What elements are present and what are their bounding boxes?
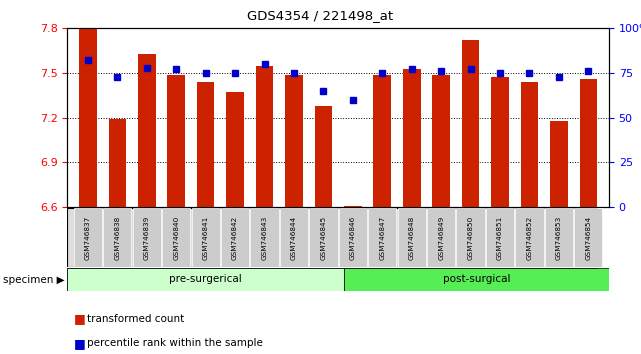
Bar	[138, 54, 156, 207]
Bar	[133, 209, 161, 267]
Bar	[309, 209, 338, 267]
Text: GSM746842: GSM746842	[232, 215, 238, 260]
Bar	[574, 209, 603, 267]
Text: GSM746841: GSM746841	[203, 215, 209, 260]
Bar	[103, 209, 131, 267]
Text: specimen ▶: specimen ▶	[3, 275, 65, 285]
Text: GSM746851: GSM746851	[497, 215, 503, 260]
Text: GDS4354 / 221498_at: GDS4354 / 221498_at	[247, 9, 394, 22]
Text: GSM746845: GSM746845	[320, 215, 326, 260]
Text: GSM746848: GSM746848	[409, 215, 415, 260]
Bar	[462, 40, 479, 207]
Bar	[79, 28, 97, 207]
Bar	[486, 209, 514, 267]
Text: pre-surgerical: pre-surgerical	[169, 274, 242, 285]
Text: GSM746847: GSM746847	[379, 215, 385, 260]
Text: GSM746843: GSM746843	[262, 215, 267, 260]
Bar	[167, 74, 185, 207]
Text: GSM746853: GSM746853	[556, 215, 562, 260]
Text: GSM746852: GSM746852	[526, 215, 533, 260]
Bar	[108, 119, 126, 207]
Bar	[251, 209, 279, 267]
Bar	[550, 121, 568, 207]
Bar	[256, 65, 273, 207]
Bar	[491, 78, 509, 207]
Bar	[221, 209, 249, 267]
Bar	[226, 92, 244, 207]
Text: GSM746837: GSM746837	[85, 215, 91, 260]
Bar	[368, 209, 396, 267]
Text: GSM746850: GSM746850	[467, 215, 474, 260]
Bar	[374, 74, 391, 207]
Text: GSM746840: GSM746840	[173, 215, 179, 260]
Text: post-surgical: post-surgical	[443, 274, 510, 285]
Text: transformed count: transformed count	[87, 314, 184, 324]
Text: GSM746846: GSM746846	[350, 215, 356, 260]
Text: percentile rank within the sample: percentile rank within the sample	[87, 338, 262, 348]
Text: GSM746838: GSM746838	[114, 215, 121, 260]
Bar	[162, 209, 190, 267]
Bar	[280, 209, 308, 267]
Text: GSM746839: GSM746839	[144, 215, 150, 260]
Text: GSM746849: GSM746849	[438, 215, 444, 260]
Bar	[520, 82, 538, 207]
Bar	[545, 209, 573, 267]
Bar	[515, 209, 544, 267]
Text: ■: ■	[74, 337, 85, 350]
Bar	[197, 82, 215, 207]
Bar	[338, 209, 367, 267]
Text: GSM746844: GSM746844	[291, 215, 297, 260]
Bar	[579, 79, 597, 207]
Bar	[74, 209, 102, 267]
Text: GSM746854: GSM746854	[585, 215, 592, 260]
Bar	[67, 268, 344, 291]
Bar	[285, 74, 303, 207]
Bar	[192, 209, 220, 267]
Bar	[403, 69, 420, 207]
Bar	[432, 74, 450, 207]
Bar	[397, 209, 426, 267]
Bar	[344, 206, 362, 207]
Bar	[456, 209, 485, 267]
Text: ■: ■	[74, 312, 85, 325]
Bar	[427, 209, 455, 267]
Bar	[315, 106, 332, 207]
Bar	[344, 268, 609, 291]
